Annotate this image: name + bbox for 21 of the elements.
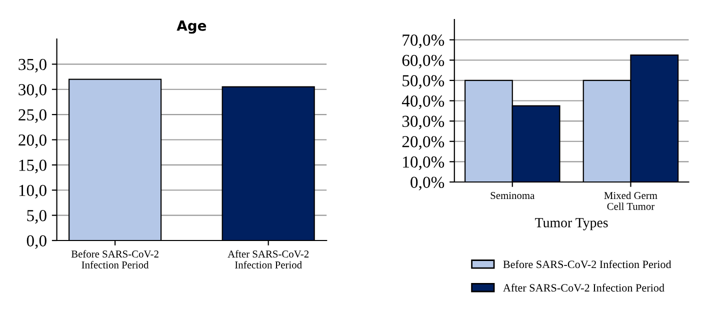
y-tick-label: 25,0 xyxy=(18,109,46,123)
y-tick-label: 35,0 xyxy=(18,58,46,73)
chart-title: Age xyxy=(176,20,206,34)
y-tick-label: 30,0 xyxy=(18,84,46,98)
y-tick-label: 20,0% xyxy=(402,136,444,150)
y-tick-label: 40,0% xyxy=(402,95,444,110)
y-tick-label: 50,0% xyxy=(402,75,444,89)
x-axis-title: Tumor Types xyxy=(535,218,608,230)
legend-label: After SARS-CoV-2 Infection Period xyxy=(503,284,664,292)
x-tick-label: Seminoma xyxy=(490,192,535,200)
y-tick-label: 30,0% xyxy=(402,116,444,130)
y-tick-label: 0,0% xyxy=(410,176,444,190)
y-tick-label: 10,0% xyxy=(403,156,444,170)
x-tick-label: Mixed Germ Cell Tumor xyxy=(604,192,658,210)
y-tick-label: 0,0 xyxy=(26,235,46,249)
y-tick-label: 20,0 xyxy=(18,134,46,148)
y-tick-label: 15,0 xyxy=(19,160,46,174)
y-tick-label: 10,0 xyxy=(19,184,46,198)
y-tick-label: 5,0 xyxy=(27,210,46,224)
y-tick-label: 70,0% xyxy=(402,34,444,48)
y-tick-label: 60,0% xyxy=(402,54,444,68)
